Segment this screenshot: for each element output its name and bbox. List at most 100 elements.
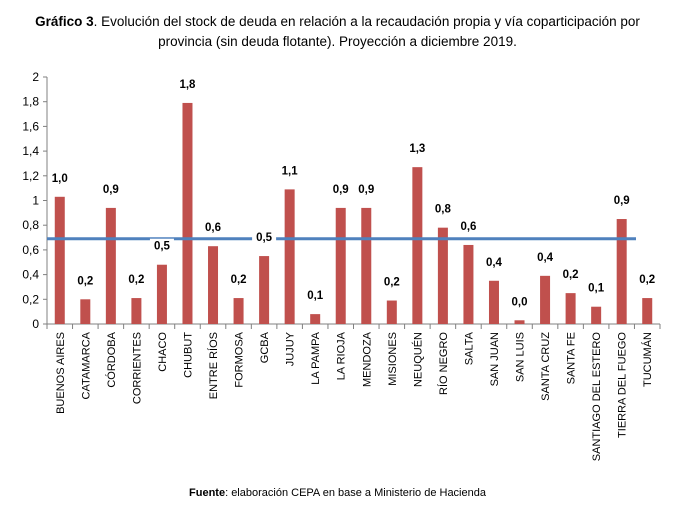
category-label: SANTA CRUZ <box>540 332 552 401</box>
bar <box>284 189 295 324</box>
category-label: CÓRDOBA <box>105 331 118 387</box>
y-tick-label: 0,2 <box>22 292 39 306</box>
bar <box>335 207 346 324</box>
category-label: SANTIAGO DEL ESTERO <box>591 332 603 462</box>
data-label-box <box>379 274 404 289</box>
data-label-box <box>354 181 379 196</box>
category-label: MISIONES <box>387 332 399 386</box>
data-label: 0,2 <box>231 274 247 286</box>
category-label: FORMOSA <box>234 331 246 387</box>
data-label: 0,5 <box>154 241 171 253</box>
y-tick-label: 0,8 <box>22 218 39 232</box>
data-label-box <box>124 272 149 287</box>
y-tick-label: 0,6 <box>22 243 39 257</box>
data-label-box <box>47 170 72 185</box>
data-label-box <box>226 272 251 287</box>
bar <box>437 227 448 324</box>
data-label: 0,2 <box>77 275 93 287</box>
category-label: GCBA <box>259 331 271 363</box>
bar <box>386 300 397 324</box>
data-label: 0,2 <box>639 274 655 286</box>
bar <box>488 280 499 324</box>
data-label: 0,2 <box>384 277 400 289</box>
y-tick-label: 1,8 <box>22 95 39 109</box>
category-label: CATAMARCA <box>80 331 92 399</box>
data-label-box <box>98 181 123 196</box>
data-label-box <box>328 181 353 196</box>
data-label: 0,4 <box>537 252 554 264</box>
category-label: TIERRA DEL FUEGO <box>617 332 629 438</box>
data-label-box <box>584 280 609 295</box>
data-label: 1,3 <box>409 143 425 155</box>
bar <box>591 306 602 324</box>
bar <box>412 167 423 324</box>
category-label: CHUBUT <box>182 332 194 378</box>
data-label-box <box>252 230 277 245</box>
source-text: : elaboración CEPA en base a Ministerio … <box>225 487 486 499</box>
data-label: 0,1 <box>588 283 605 295</box>
bar <box>182 102 193 324</box>
data-label: 0,6 <box>205 222 221 234</box>
category-label: LA RIOJA <box>336 331 348 380</box>
bar <box>642 298 653 324</box>
data-label: 0,0 <box>512 296 528 308</box>
category-label: TUCUMÁN <box>641 332 654 387</box>
bar <box>259 256 270 324</box>
category-label: SANTA FE <box>566 332 578 384</box>
data-label: 1,1 <box>282 165 299 177</box>
data-label: 0,1 <box>307 290 324 302</box>
chart-title: Gráfico 3. Evolución del stock de deuda … <box>0 12 675 52</box>
data-label: 0,9 <box>614 195 630 207</box>
title-bold: Gráfico 3 <box>35 14 94 29</box>
bar <box>361 207 372 324</box>
data-label: 0,9 <box>358 184 374 196</box>
data-label: 0,6 <box>460 221 476 233</box>
title-line1: . Evolución del stock de deuda en relaci… <box>93 14 640 29</box>
bar <box>208 246 219 324</box>
y-tick-label: 1,6 <box>22 119 39 133</box>
category-label: NEUQUÉN <box>411 332 424 387</box>
data-label-box <box>481 254 506 269</box>
bar <box>616 219 627 324</box>
data-label: 0,2 <box>563 269 579 281</box>
bar <box>80 299 91 324</box>
data-label: 1,0 <box>52 173 68 185</box>
bar-chart: 0 0,2 0,4 0,6 0,8 1 1,2 1,4 1,6 1,8 2 1,0 0,2 0,9 0,2 0… <box>22 70 661 462</box>
bar <box>514 320 525 324</box>
y-tick-label: 1,2 <box>22 169 39 183</box>
data-label-box <box>456 218 481 233</box>
data-label-box <box>73 273 98 288</box>
bar <box>54 196 65 324</box>
category-label: JUJUY <box>285 331 297 366</box>
y-tick-label: 1 <box>32 194 39 208</box>
y-tick-label: 2 <box>32 70 39 84</box>
category-label: SAN LUIS <box>515 332 527 382</box>
data-label: 0,9 <box>333 184 349 196</box>
bar <box>131 298 142 324</box>
data-label-box <box>430 201 455 216</box>
data-label-box <box>558 267 583 282</box>
category-label: BUENOS AIRES <box>55 332 67 414</box>
data-label: 0,4 <box>486 257 503 269</box>
category-label: SAN JUAN <box>489 332 501 386</box>
data-label-box <box>175 76 200 91</box>
bar <box>540 275 551 324</box>
y-tick-label: 0,4 <box>22 268 39 282</box>
bar <box>310 314 321 324</box>
data-label-box <box>303 288 328 303</box>
data-label-box <box>609 193 634 208</box>
bar <box>105 207 116 324</box>
bar <box>565 293 576 324</box>
data-label: 0,8 <box>435 204 452 216</box>
y-tick-label: 0 <box>32 317 39 331</box>
bar <box>156 264 167 324</box>
source-bold: Fuente <box>189 487 226 499</box>
y-tick-label: 1,4 <box>22 144 39 158</box>
data-label-box <box>277 163 302 178</box>
bar <box>233 298 244 324</box>
category-label: MENDOZA <box>361 331 373 387</box>
data-label-box <box>149 238 174 253</box>
data-label-box <box>635 272 660 287</box>
data-label-box <box>201 220 226 235</box>
category-label: LA PAMPA <box>310 331 322 384</box>
